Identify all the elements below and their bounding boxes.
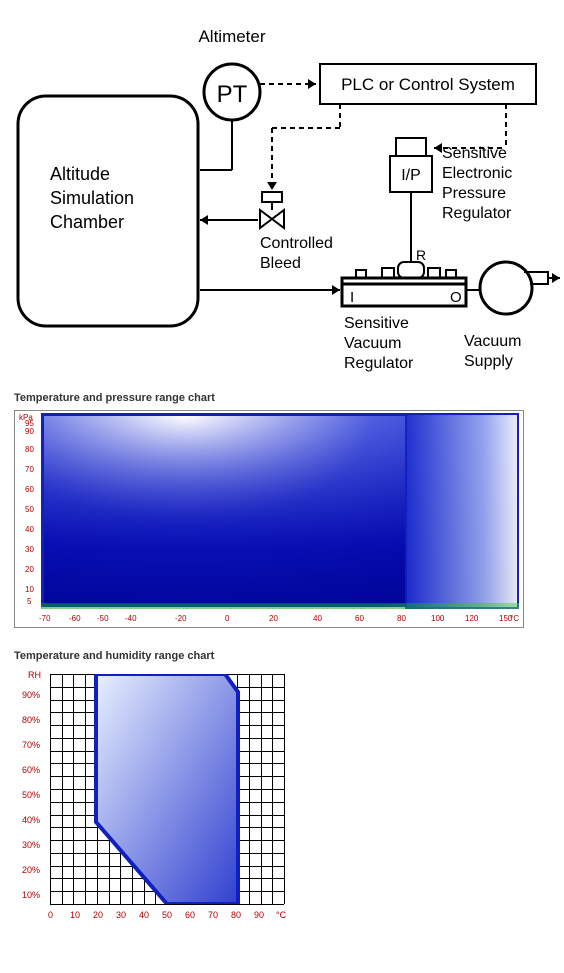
svr-body [342, 278, 466, 306]
bleed-actuator-box [262, 192, 282, 202]
plc-valve-arrow [267, 182, 277, 190]
system-diagram: PT Altimeter PLC or Control System Altit… [0, 0, 564, 380]
chart1-x40: 40 [313, 614, 322, 623]
chart1-x-20: -20 [175, 614, 187, 623]
chart2-svg [50, 674, 284, 904]
epr-label-3: Pressure [442, 185, 506, 202]
c2x0: 0 [48, 910, 53, 920]
chart1-y40: 40 [25, 525, 34, 534]
c2x50: 50 [162, 910, 172, 920]
ip-top [396, 138, 426, 156]
c2y20: 20% [22, 865, 40, 875]
chart2-title: Temperature and humidity range chart [14, 650, 550, 662]
regulator-I: I [350, 289, 354, 306]
epr-label-4: Regulator [442, 205, 512, 222]
epr-label-1: Sensitive [442, 145, 507, 162]
vac-label-2: Supply [464, 353, 513, 370]
bleed-valve-icon [260, 210, 284, 228]
chart1-y60: 60 [25, 485, 34, 494]
chart1-x100: 100 [431, 614, 444, 623]
chart1-x-60: -60 [69, 614, 81, 623]
c2y70: 70% [22, 740, 40, 750]
chart1-x120: 120 [465, 614, 478, 623]
chart2-x-unit: °C [276, 910, 286, 920]
pt-text: PT [217, 81, 248, 108]
chart2-container: RH 90% 80% 70% 60% 50% 40% 30% 20% 10% 0… [14, 668, 294, 928]
chart2-y-unit: RH [28, 670, 41, 680]
c2y50: 50% [22, 790, 40, 800]
chart1-x60: 60 [355, 614, 364, 623]
chart1-y5: 5 [27, 597, 31, 606]
chart1-y90: 90 [25, 427, 34, 436]
chart2-gridline-h [50, 904, 284, 905]
plc-label: PLC or Control System [341, 75, 515, 94]
c2x30: 30 [116, 910, 126, 920]
chart1-x0: 0 [225, 614, 229, 623]
c2y60: 60% [22, 765, 40, 775]
chart2-section: Temperature and humidity range chart RH … [0, 638, 564, 938]
chart1-x-unit: °C [510, 614, 519, 623]
c2x20: 20 [93, 910, 103, 920]
svr-nub-center [398, 262, 424, 278]
regulator-R: R [416, 247, 426, 263]
bleed-chamber-arrow [200, 215, 208, 225]
pt-plc-arrow [308, 79, 316, 89]
bleed-label-2: Bleed [260, 255, 301, 272]
chart1-y20: 20 [25, 565, 34, 574]
chart1-title: Temperature and pressure range chart [14, 392, 550, 404]
svr-label-1: Sensitive [344, 315, 409, 332]
chart2-polygon-shape [96, 674, 238, 904]
diagram-svg: PT Altimeter PLC or Control System Altit… [0, 0, 564, 380]
c2x70: 70 [208, 910, 218, 920]
c2x40: 40 [139, 910, 149, 920]
chart1-container: kPa 95 90 80 70 60 50 40 30 20 10 5 -70 … [14, 410, 524, 628]
vac-label-1: Vacuum [464, 333, 522, 350]
c2y80: 80% [22, 715, 40, 725]
chart1-y50: 50 [25, 505, 34, 514]
c2x90: 90 [254, 910, 264, 920]
vacuum-circle [480, 262, 532, 314]
chart1-x80: 80 [397, 614, 406, 623]
vacuum-out-arrow [552, 273, 560, 283]
plc-ip-arrow [434, 143, 442, 153]
c2y40: 40% [22, 815, 40, 825]
c2x80: 80 [231, 910, 241, 920]
chart1-section: Temperature and pressure range chart kPa… [0, 380, 564, 638]
regulator-O: O [450, 289, 462, 306]
ip-text: I/P [401, 167, 421, 184]
chart1-x-40: -40 [125, 614, 137, 623]
chart1-right-block [405, 413, 519, 609]
chart1-bottom-bar [41, 603, 519, 609]
svr-label-3: Regulator [344, 355, 414, 372]
svr-label-2: Vacuum [344, 335, 402, 352]
chart1-x20: 20 [269, 614, 278, 623]
bleed-label-1: Controlled [260, 235, 333, 252]
chart1-y70: 70 [25, 465, 34, 474]
chamber-label-3: Chamber [50, 212, 124, 232]
chart1-x-50: -50 [97, 614, 109, 623]
c2y30: 30% [22, 840, 40, 850]
c2x10: 10 [70, 910, 80, 920]
chamber-reg-arrow [332, 285, 340, 295]
c2y10: 10% [22, 890, 40, 900]
altimeter-label: Altimeter [198, 27, 265, 46]
chart2-gridline-v [284, 674, 285, 904]
chart1-y80: 80 [25, 445, 34, 454]
chamber-rect [18, 96, 198, 326]
epr-label-2: Electronic [442, 165, 512, 182]
c2x60: 60 [185, 910, 195, 920]
chamber-label-2: Simulation [50, 188, 134, 208]
chamber-label-1: Altitude [50, 164, 110, 184]
c2y90: 90% [22, 690, 40, 700]
chart1-x-70: -70 [39, 614, 51, 623]
chart1-y10: 10 [25, 585, 34, 594]
chart1-y30: 30 [25, 545, 34, 554]
